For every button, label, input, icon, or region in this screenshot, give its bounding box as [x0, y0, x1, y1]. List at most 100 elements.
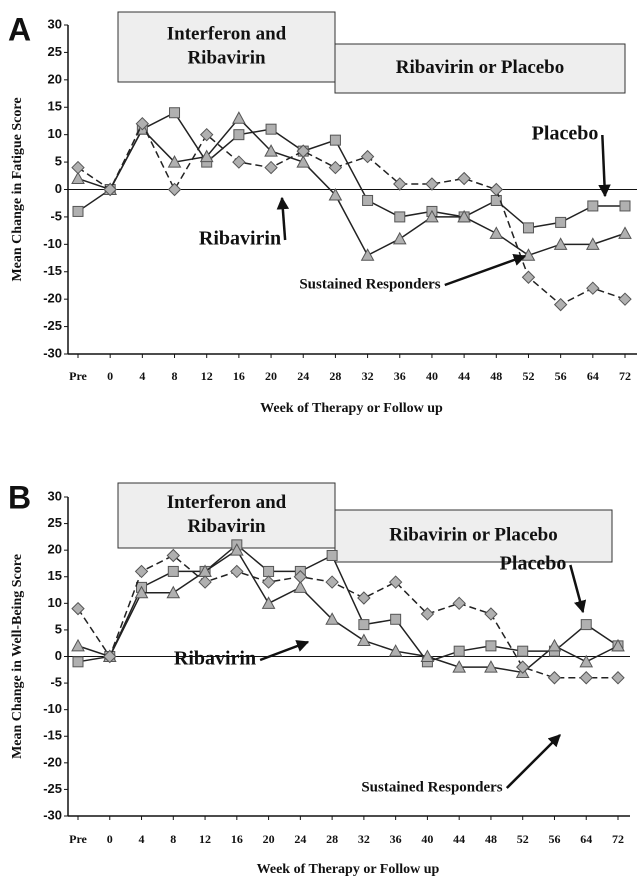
marker-diamond: [264, 160, 278, 175]
marker-square: [233, 129, 245, 141]
marker-square: [265, 123, 277, 135]
y-tick-label: -25: [43, 781, 62, 796]
marker-diamond: [547, 671, 562, 685]
x-tick-label: 40: [421, 832, 433, 846]
y-tick-label: 25: [48, 515, 62, 530]
marker-triangle: [388, 644, 403, 657]
y-tick-label: -30: [43, 807, 62, 822]
marker-diamond: [261, 575, 276, 589]
phase-box: [334, 509, 613, 563]
panel-letter: A: [8, 11, 31, 47]
marker-triangle: [547, 638, 562, 652]
x-tick-label: 36: [390, 832, 402, 846]
x-tick-label: 24: [294, 832, 306, 846]
y-tick-label: -10: [43, 701, 62, 716]
x-tick-label: 36: [394, 369, 406, 383]
x-tick-label: 4: [139, 369, 145, 383]
y-tick-label: 10: [48, 595, 62, 610]
marker-square: [517, 645, 529, 657]
y-tick-label: -15: [43, 263, 62, 278]
marker-triangle: [521, 248, 536, 261]
marker-triangle: [328, 187, 343, 201]
y-tick-label: -10: [43, 236, 62, 251]
marker-square: [394, 211, 406, 223]
x-tick-label: 32: [362, 369, 374, 383]
phase-label: Interferon and: [167, 23, 287, 44]
marker-triangle: [579, 654, 594, 668]
phase-label: Ribavirin or Placebo: [389, 524, 558, 545]
marker-triangle: [553, 237, 568, 250]
y-tick-label: 20: [48, 71, 62, 86]
x-tick-label: 20: [263, 832, 275, 846]
marker-square: [485, 640, 497, 652]
marker-square: [329, 134, 341, 146]
y-tick-label: -30: [43, 345, 62, 360]
y-tick-label: 30: [48, 488, 62, 503]
annotation-arrow: [598, 134, 611, 198]
marker-square: [326, 549, 338, 561]
series-annotation: Ribavirin: [174, 648, 256, 670]
marker-diamond: [515, 660, 530, 674]
annotation-arrow: [259, 640, 310, 662]
x-tick-label: 52: [517, 832, 529, 846]
marker-diamond: [167, 182, 182, 197]
series-line: [77, 117, 626, 257]
marker-square: [453, 645, 465, 657]
marker-triangle: [618, 226, 632, 239]
marker-triangle: [325, 612, 339, 625]
marker-triangle: [360, 248, 375, 261]
x-tick-label: 56: [548, 832, 560, 846]
x-tick-label: 56: [555, 369, 567, 383]
x-tick-label: 48: [490, 369, 502, 383]
phase-label: Interferon and: [167, 492, 287, 513]
x-tick-label: 24: [297, 369, 309, 383]
series-line: [77, 554, 618, 679]
x-tick-label: 8: [170, 832, 176, 846]
x-tick-label: 32: [358, 832, 370, 846]
series-annotation: Placebo: [500, 553, 567, 575]
x-tick-label: 64: [587, 369, 599, 383]
marker-diamond: [134, 564, 149, 579]
marker-diamond: [166, 548, 181, 563]
marker-diamond: [232, 155, 246, 169]
y-tick-label: 0: [55, 648, 62, 663]
x-tick-label: 0: [107, 832, 113, 846]
marker-square: [72, 656, 84, 668]
phase-label: Ribavirin: [187, 516, 266, 537]
series-annotation: Placebo: [532, 123, 599, 145]
marker-diamond: [521, 270, 536, 284]
x-tick-label: 52: [522, 369, 534, 383]
series-annotation: Ribavirin: [199, 228, 281, 250]
x-tick-label: 44: [458, 369, 470, 383]
marker-triangle: [199, 149, 214, 163]
y-tick-label: -20: [43, 291, 62, 306]
marker-diamond: [452, 596, 466, 611]
marker-diamond: [360, 149, 375, 164]
marker-diamond: [325, 575, 339, 589]
x-tick-label: Pre: [69, 832, 87, 846]
x-tick-label: 0: [107, 369, 113, 383]
phase-box: [117, 482, 336, 549]
marker-square: [362, 194, 374, 206]
y-tick-label: -20: [43, 754, 62, 769]
y-tick-label: 25: [48, 44, 62, 59]
series-annotation: Sustained Responders: [361, 779, 502, 795]
y-tick-label: 0: [55, 181, 62, 196]
marker-diamond: [199, 127, 214, 142]
marker-diamond: [230, 564, 244, 579]
marker-diamond: [71, 601, 85, 616]
phase-label: Ribavirin: [187, 47, 266, 68]
annotation-arrow: [569, 564, 587, 614]
series-annotation: Sustained Responders: [299, 276, 440, 292]
marker-diamond: [586, 281, 600, 295]
marker-triangle: [452, 660, 467, 673]
marker-diamond: [618, 292, 632, 306]
marker-diamond: [103, 182, 117, 197]
marker-triangle: [167, 155, 182, 168]
y-tick-label: 15: [48, 568, 62, 583]
marker-triangle: [611, 638, 625, 652]
x-tick-label: 4: [139, 832, 145, 846]
marker-square: [522, 222, 534, 234]
x-tick-label: 72: [612, 832, 624, 846]
